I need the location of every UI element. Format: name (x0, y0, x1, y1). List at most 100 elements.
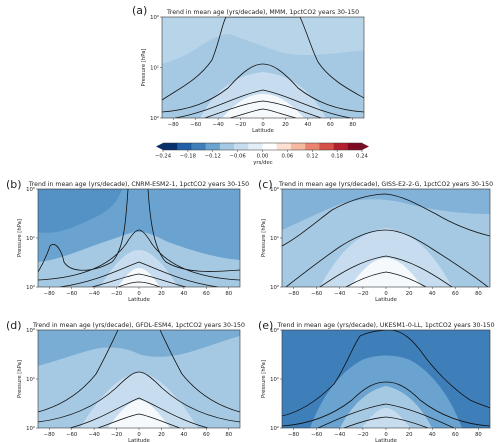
ytick-label: 10¹ (270, 376, 279, 383)
contour-b-1 (38, 189, 129, 273)
ytick-label: 10¹ (26, 235, 35, 242)
field-region-e-core (340, 386, 432, 428)
colorbar: −0.24 −0.18 −0.12 −0.06 0.00 0.06 0.12 0.18 0.24… (155, 142, 369, 166)
xtick-label: 0 (384, 291, 388, 297)
field-region-c-tropic (350, 258, 422, 287)
x-axis-label: Latitude (128, 297, 150, 303)
xtick-label: 20 (282, 122, 289, 128)
xtick-label: 20 (406, 291, 413, 297)
colorbar-segment (163, 143, 178, 150)
y-axis-label: Pressure [hPa] (17, 360, 23, 398)
xtick-label: −60 (190, 122, 202, 128)
contour-c-4 (345, 271, 427, 287)
panel-label-d: (d) (6, 319, 22, 332)
xtick-label: −20 (357, 291, 369, 297)
xtick-label: 60 (327, 122, 334, 128)
contour-e-2 (282, 381, 490, 427)
field-region-b-upper (38, 189, 122, 233)
colorbar-tick-label: −0.12 (205, 154, 221, 160)
axes-e: −80 −60 −40 −20 0 20 40 60 80 10⁰ 10¹ 10² Latitude Pr… (261, 327, 482, 442)
ytick-label: 10⁰ (26, 186, 35, 193)
xtick-label: 60 (452, 291, 459, 297)
xtick-label: 20 (158, 432, 165, 438)
colorbar-tick-label: −0.18 (180, 154, 197, 160)
xtick-label: 80 (225, 291, 232, 297)
xtick-label: −40 (213, 122, 225, 128)
xtick-label: 60 (203, 291, 210, 297)
xtick-label: 20 (406, 432, 413, 438)
field-region-e-tropic (362, 408, 410, 428)
ytick-label: 10² (150, 115, 159, 122)
xtick-label: 40 (429, 432, 436, 438)
colorbar-tick-label: −0.06 (230, 154, 247, 160)
ytick-label: 10⁰ (26, 327, 35, 334)
colorbar-segment (219, 143, 235, 150)
colorbar-tick-label: 0.18 (331, 154, 343, 160)
contour-d-4 (69, 397, 209, 428)
colorbar-segment (290, 143, 306, 150)
xtick-label: −20 (357, 432, 369, 438)
colorbar-segment (262, 143, 278, 150)
contour-d-5 (97, 413, 181, 428)
contour-b-4 (59, 261, 219, 287)
colorbar-tick-label: 0.12 (306, 154, 318, 160)
x-axis-label: Latitude (252, 128, 274, 134)
ytick-label: 10⁰ (150, 14, 159, 21)
xtick-label: −60 (66, 432, 78, 438)
ytick-label: 10⁰ (270, 327, 279, 334)
contour-e-4 (343, 416, 429, 428)
xtick-label: 60 (203, 432, 210, 438)
axes-c: −80 −60 −40 −20 0 20 40 60 80 10⁰ 10¹ 10² Latitude Pr… (261, 186, 482, 303)
xtick-label: −20 (111, 291, 123, 297)
xtick-label: 60 (452, 432, 459, 438)
contour-c-1 (282, 193, 490, 247)
contour-d-2 (159, 330, 240, 413)
contour-a-2 (162, 63, 364, 113)
colorbar-extend-min (156, 143, 163, 150)
field-region-a-tropic (222, 94, 304, 118)
colorbar-tick-label: −0.24 (155, 154, 172, 160)
colorbar-segment (305, 143, 320, 150)
colorbar-tick-label: 0.06 (281, 154, 293, 160)
xtick-label: −60 (66, 291, 78, 297)
ytick-label: 10² (270, 284, 279, 291)
panel-title-e: Trend in mean age (yrs/decade), UKESM1-0… (276, 322, 494, 329)
colorbar-segment (177, 143, 192, 150)
xtick-label: −40 (334, 432, 346, 438)
panel-d: (d) Trend in mean age (yrs/decade), GFDL… (6, 319, 245, 442)
colorbar-segment (248, 143, 263, 150)
panel-b: (b) Trend in mean age (yrs/decade), CNRM… (6, 178, 249, 303)
xtick-label: 40 (181, 432, 188, 438)
contour-d-3 (38, 371, 240, 423)
field-region-c-core (320, 228, 452, 287)
panel-label-b: (b) (6, 178, 22, 191)
ytick-label: 10² (270, 425, 279, 432)
ytick-label: 10¹ (270, 235, 279, 242)
ytick-label: 10² (26, 425, 35, 432)
colorbar-extend-max (362, 143, 369, 150)
xtick-label: −80 (44, 432, 56, 438)
y-axis-label: Pressure [hPa] (141, 49, 147, 87)
xtick-label: 40 (181, 291, 188, 297)
axes-d: −80 −60 −40 −20 0 20 40 60 80 10⁰ 10¹ 10² Latitude Pr… (17, 327, 233, 442)
colorbar-segment (205, 143, 221, 150)
panel-title-b: Trend in mean age (yrs/decade), CNRM-ESM… (28, 181, 249, 188)
panel-label-c: (c) (258, 178, 273, 191)
contour-b-5 (91, 273, 187, 287)
panel-title-c: Trend in mean age (yrs/decade), GISS-E2-… (278, 181, 493, 188)
colorbar-label: yrs/dec (253, 160, 272, 166)
contour-e-3 (317, 403, 455, 428)
panel-label-a: (a) (132, 4, 147, 17)
xtick-label: −40 (334, 291, 346, 297)
colorbar-segment (234, 143, 249, 150)
xtick-label: 20 (158, 291, 165, 297)
contour-b-2 (147, 189, 240, 272)
xtick-label: −60 (311, 432, 323, 438)
y-axis-label: Pressure [hPa] (17, 219, 23, 257)
field-region-d-upper (38, 330, 240, 366)
colorbar-segments (156, 142, 369, 151)
colorbar-tick-label: 0.24 (356, 154, 368, 160)
contour-a-3 (174, 89, 352, 118)
y-axis-label: Pressure [hPa] (261, 219, 267, 257)
